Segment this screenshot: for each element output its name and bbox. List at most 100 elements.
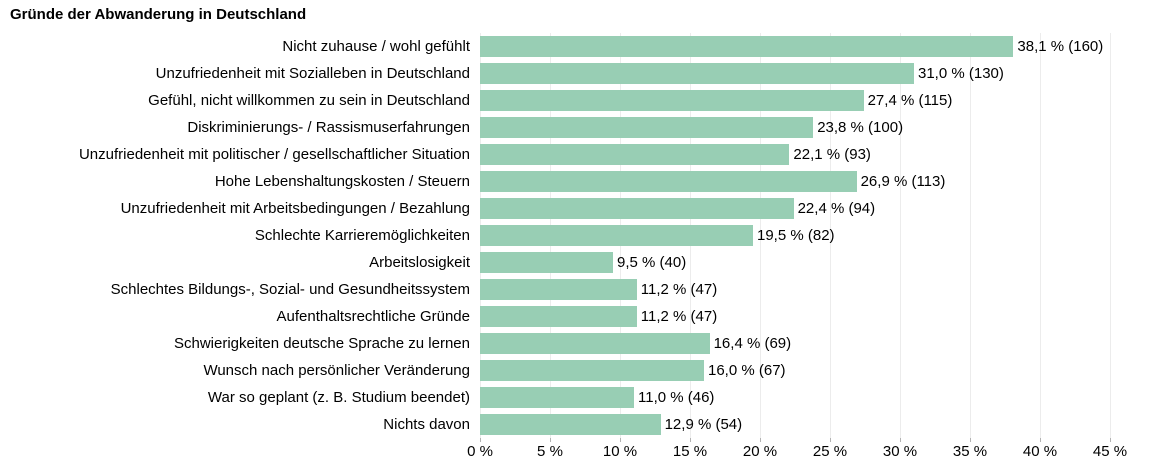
tick-mark <box>759 438 761 442</box>
tick-label: 10 % <box>602 443 638 460</box>
chart-row: Wunsch nach persönlicher Veränderung 16,0… <box>0 357 1149 384</box>
tick-mark <box>690 438 691 442</box>
chart-row: Gefühl, nicht willkommen zu sein in Deut… <box>0 87 1149 114</box>
category-label: Nichts davon <box>383 416 470 433</box>
tick-mark <box>549 438 551 442</box>
category-label: Wunsch nach persönlicher Veränderung <box>203 362 470 379</box>
chart-row: Schlechtes Bildungs-, Sozial- und Gesund… <box>0 276 1149 303</box>
category-label: Hohe Lebenshaltungskosten / Steuern <box>214 173 470 190</box>
gridline <box>1110 33 1111 438</box>
chart-row: Nichts davon 12,9 % (54) <box>0 411 1149 438</box>
tick-label: 20 % <box>742 443 778 460</box>
value-label: 9,5 % (40) <box>617 254 687 271</box>
value-label: 38,1 % (160) <box>1017 38 1104 55</box>
tick-mark <box>619 438 621 442</box>
bar <box>480 279 637 300</box>
bar-track: 27,4 % (115) <box>480 87 1110 114</box>
value-label: 27,4 % (115) <box>867 92 953 109</box>
bar <box>480 198 794 219</box>
gridline <box>970 33 971 438</box>
chart-row: Diskriminierungs- / Rassismuserfahrungen… <box>0 114 1149 141</box>
bar <box>480 171 857 192</box>
gridline <box>830 33 831 438</box>
bar <box>480 63 914 84</box>
category-label: War so geplant (z. B. Studium beendet) <box>207 389 470 406</box>
tick-label: 0 % <box>467 443 493 460</box>
bar <box>480 387 634 408</box>
tick-label: 40 % <box>1022 443 1058 460</box>
bar-track: 16,0 % (67) <box>480 357 1110 384</box>
gridline <box>759 33 761 438</box>
category-label: Unzufriedenheit mit Arbeitsbedingungen /… <box>120 200 470 217</box>
bar-track: 11,0 % (46) <box>480 384 1110 411</box>
gridline <box>1039 33 1041 438</box>
tick-label: 45 % <box>1092 443 1128 460</box>
chart-title: Gründe der Abwanderung in Deutschland <box>10 6 307 23</box>
chart-rows: Nicht zuhause / wohl gefühlt 38,1 % (160)… <box>0 33 1149 438</box>
bar-track: 31,0 % (130) <box>480 60 1110 87</box>
category-label: Schlechtes Bildungs-, Sozial- und Gesund… <box>110 281 470 298</box>
bar-track: 9,5 % (40) <box>480 249 1110 276</box>
bar <box>480 225 753 246</box>
tick-mark <box>1110 438 1111 442</box>
category-label: Unzufriedenheit mit Sozialleben in Deuts… <box>155 65 470 82</box>
chart-row: War so geplant (z. B. Studium beendet) 11… <box>0 384 1149 411</box>
tick-label: 15 % <box>672 443 708 460</box>
bar-track: 19,5 % (82) <box>480 222 1110 249</box>
value-label: 16,0 % (67) <box>708 362 786 379</box>
tick-label: 35 % <box>952 443 988 460</box>
bar <box>480 90 864 111</box>
tick-label: 30 % <box>882 443 918 460</box>
chart-row: Nicht zuhause / wohl gefühlt 38,1 % (160) <box>0 33 1149 60</box>
bar-track: 26,9 % (113) <box>480 168 1110 195</box>
chart-row: Hohe Lebenshaltungskosten / Steuern 26,9 … <box>0 168 1149 195</box>
chart-row: Schlechte Karrieremöglichkeiten 19,5 % (8… <box>0 222 1149 249</box>
value-label: 22,4 % (94) <box>797 200 876 217</box>
chart-row: Arbeitslosigkeit 9,5 % (40) <box>0 249 1149 276</box>
chart-row: Unzufriedenheit mit politischer / gesell… <box>0 141 1149 168</box>
tick-label: 5 % <box>537 443 563 460</box>
bar-track: 22,4 % (94) <box>480 195 1110 222</box>
bar-track: 11,2 % (47) <box>480 276 1110 303</box>
chart-row: Aufenthaltsrechtliche Gründe 11,2 % (47) <box>0 303 1149 330</box>
tick-label: 25 % <box>812 443 848 460</box>
bar-track: 11,2 % (47) <box>480 303 1110 330</box>
bar-track: 23,8 % (100) <box>480 114 1110 141</box>
x-axis: 0 % 5 % 10 % 15 % 20 % 25 % 30 % 35 % 40 % 45 % <box>467 438 1127 468</box>
category-label: Schwierigkeiten deutsche Sprache zu lern… <box>173 335 470 352</box>
category-label: Diskriminierungs- / Rassismuserfahrungen <box>187 119 470 136</box>
bar-track: 22,1 % (93) <box>480 141 1110 168</box>
category-label: Aufenthaltsrechtliche Gründe <box>276 308 470 325</box>
tick-mark <box>830 438 831 442</box>
value-label: 31,0 % (130) <box>917 65 1004 82</box>
bar <box>480 252 613 273</box>
bar <box>480 414 661 435</box>
value-label: 26,9 % (113) <box>860 173 946 190</box>
category-label: Unzufriedenheit mit politischer / gesell… <box>78 146 470 163</box>
value-label: 19,5 % (82) <box>757 227 835 244</box>
bar <box>480 117 814 138</box>
category-label: Nicht zuhause / wohl gefühlt <box>282 38 470 55</box>
chart-row: Unzufriedenheit mit Sozialleben in Deuts… <box>0 60 1149 87</box>
chart-row: Unzufriedenheit mit Arbeitsbedingungen /… <box>0 195 1149 222</box>
bar-track: 16,4 % (69) <box>480 330 1110 357</box>
value-label: 11,0 % (46) <box>638 389 715 406</box>
bar-track: 12,9 % (54) <box>480 411 1110 438</box>
category-label: Gefühl, nicht willkommen zu sein in Deut… <box>148 92 470 109</box>
tick-mark <box>1039 438 1041 442</box>
value-label: 11,2 % (47) <box>640 281 718 298</box>
value-label: 23,8 % (100) <box>817 119 904 136</box>
bar <box>480 333 710 354</box>
value-label: 11,2 % (47) <box>640 308 718 325</box>
bar <box>480 144 790 165</box>
tick-mark <box>900 438 901 442</box>
chart-row: Schwierigkeiten deutsche Sprache zu lern… <box>0 330 1149 357</box>
bar <box>480 360 704 381</box>
bar <box>480 306 637 327</box>
tick-mark <box>970 438 971 442</box>
bar <box>480 36 1014 57</box>
bar-track: 38,1 % (160) <box>480 33 1110 60</box>
tick-mark <box>480 438 481 442</box>
category-label: Schlechte Karrieremöglichkeiten <box>254 227 470 244</box>
value-label: 22,1 % (93) <box>793 146 871 163</box>
